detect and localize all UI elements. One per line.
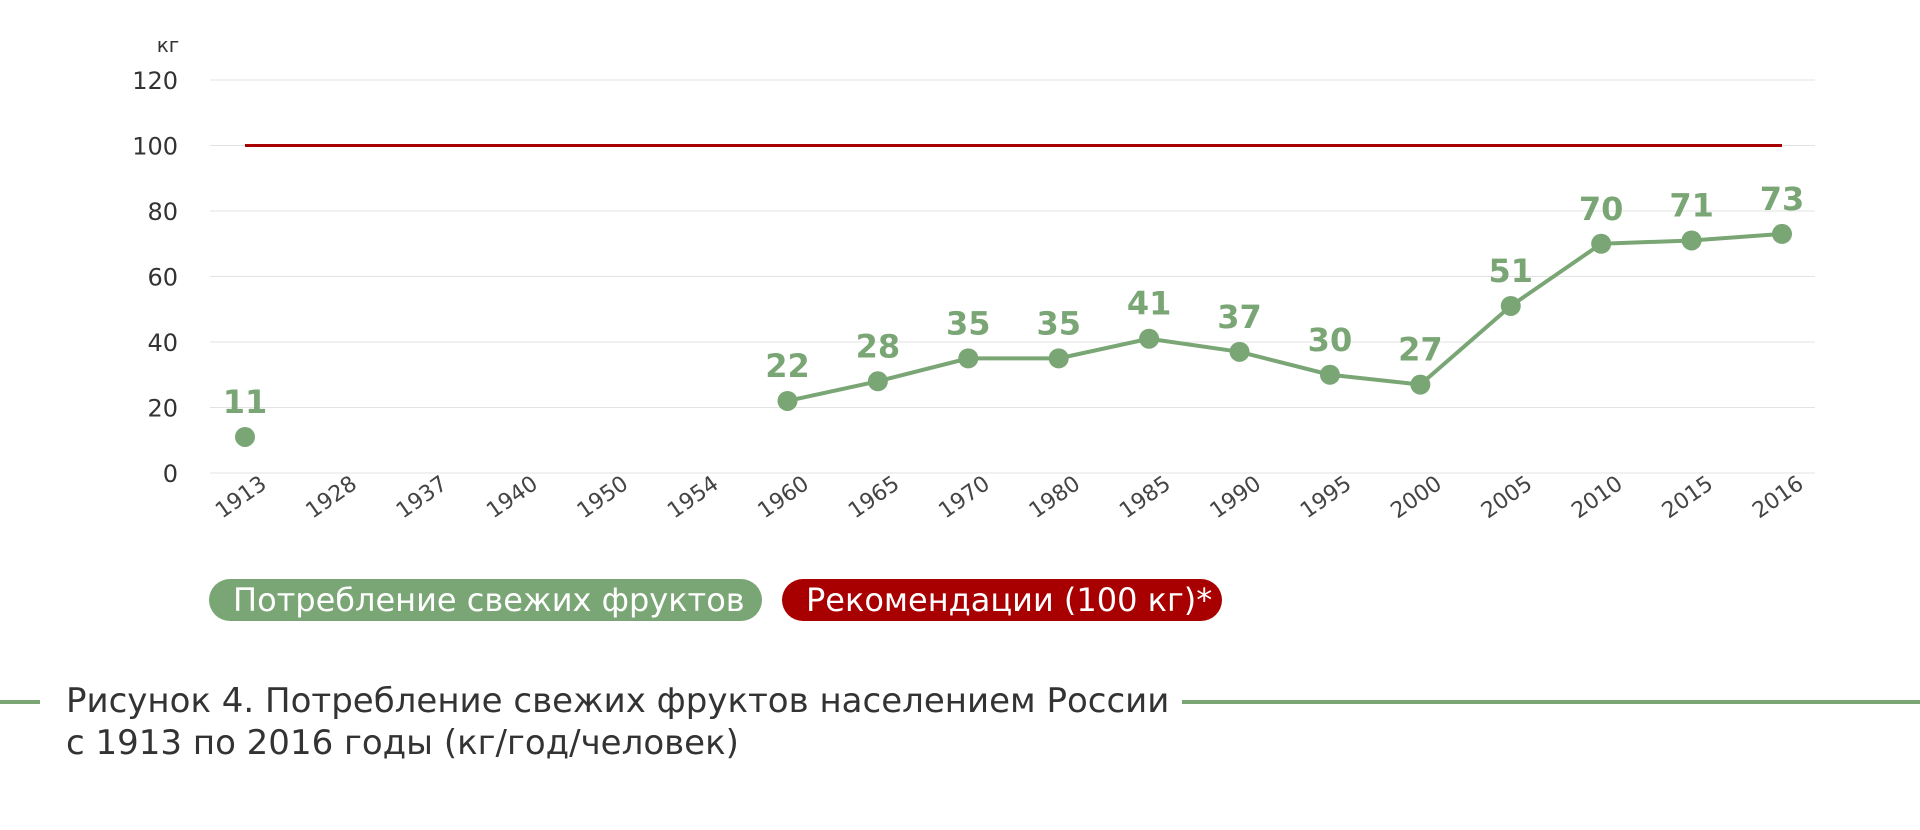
data-label-2010: 70 — [1579, 190, 1624, 228]
x-tick-label-1990: 1990 — [1206, 471, 1266, 524]
x-tick-label-1995: 1995 — [1296, 471, 1356, 524]
legend-item-consumption-label: Потребление свежих фруктов — [233, 581, 745, 619]
data-label-1960: 22 — [765, 347, 810, 385]
x-tick-label-1913: 1913 — [211, 471, 271, 524]
data-point-1985 — [1139, 328, 1160, 349]
data-point-2000 — [1410, 374, 1431, 395]
data-label-1985: 41 — [1127, 285, 1172, 323]
data-point-1990 — [1229, 341, 1250, 362]
y-tick-label-80: 80 — [147, 198, 178, 226]
legend-item-recommendation-label: Рекомендации (100 кг)* — [806, 581, 1212, 619]
data-point-2005 — [1500, 295, 1521, 316]
data-label-2000: 27 — [1398, 331, 1443, 369]
data-label-1970: 35 — [946, 304, 991, 342]
y-axis-unit-label: кг — [157, 33, 180, 57]
data-point-2015 — [1681, 230, 1702, 251]
x-tick-label-1928: 1928 — [302, 471, 362, 524]
x-tick-label-2015: 2015 — [1658, 471, 1718, 524]
figure-caption: Рисунок 4. Потребление свежих фруктов на… — [0, 681, 1920, 763]
y-tick-label-100: 100 — [132, 133, 178, 161]
x-tick-label-1970: 1970 — [934, 471, 994, 524]
x-tick-label-2010: 2010 — [1567, 471, 1627, 524]
x-axis-ticks: 1913 1928 1937 1940 1950 1954 1960 1965 1970 1980… — [211, 471, 1808, 524]
data-point-2016 — [1772, 223, 1792, 244]
data-point-1980 — [1048, 348, 1069, 369]
x-tick-label-2005: 2005 — [1477, 471, 1537, 524]
legend: Потребление свежих фруктов Рекомендации … — [209, 579, 1222, 621]
data-label-1990: 37 — [1217, 298, 1262, 336]
data-point-1913 — [235, 426, 255, 447]
y-tick-label-0: 0 — [163, 460, 178, 488]
data-label-2015: 71 — [1669, 186, 1714, 224]
legend-item-recommendation-background — [782, 579, 1222, 621]
data-point-1960 — [777, 390, 798, 411]
data-label-1965: 28 — [856, 327, 901, 365]
legend-item-consumption-background — [209, 579, 762, 621]
x-tick-label-1954: 1954 — [663, 471, 723, 524]
data-point-2010 — [1591, 233, 1612, 254]
data-label-2016: 73 — [1760, 180, 1805, 218]
x-tick-label-1980: 1980 — [1025, 471, 1085, 524]
data-point-1995 — [1319, 364, 1340, 385]
x-tick-label-2000: 2000 — [1387, 471, 1447, 524]
x-tick-label-1985: 1985 — [1115, 471, 1175, 524]
y-tick-label-40: 40 — [147, 329, 178, 357]
caption-line-2: с 1913 по 2016 годы (кг/год/человек) — [66, 723, 739, 763]
consumption-series: 11 22 28 35 35 41 37 30 27 51 70 71 73 — [223, 180, 1805, 447]
grid-lines — [210, 79, 1815, 474]
x-tick-label-1950: 1950 — [573, 471, 633, 524]
y-tick-label-20: 20 — [147, 395, 178, 423]
caption-line-1: Рисунок 4. Потребление свежих фруктов на… — [66, 681, 1169, 721]
x-tick-label-1965: 1965 — [844, 471, 904, 524]
data-label-1913: 11 — [223, 383, 268, 421]
data-point-1970 — [958, 348, 979, 369]
y-axis-ticks: 0 20 40 60 80 100 120 — [132, 67, 178, 488]
data-label-2005: 51 — [1488, 252, 1533, 290]
x-tick-label-1960: 1960 — [754, 471, 814, 524]
data-label-1995: 30 — [1308, 321, 1353, 359]
data-point-1965 — [867, 371, 888, 392]
data-label-1980: 35 — [1036, 304, 1081, 342]
x-tick-label-1937: 1937 — [392, 471, 452, 524]
y-tick-label-60: 60 — [147, 264, 178, 292]
x-tick-label-1940: 1940 — [482, 471, 542, 524]
consumption-line-segment-1 — [787, 231, 1783, 403]
x-tick-label-2016: 2016 — [1748, 471, 1808, 524]
y-tick-label-120: 120 — [132, 67, 178, 95]
